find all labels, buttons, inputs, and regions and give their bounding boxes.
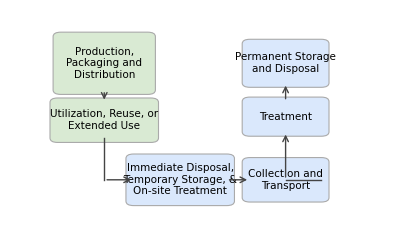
FancyBboxPatch shape (50, 98, 158, 143)
FancyBboxPatch shape (242, 158, 329, 202)
Text: Production,
Packaging and
Distribution: Production, Packaging and Distribution (66, 47, 142, 80)
FancyBboxPatch shape (126, 154, 234, 206)
Text: Collection and
Transport: Collection and Transport (248, 169, 323, 191)
FancyBboxPatch shape (242, 97, 329, 136)
FancyBboxPatch shape (242, 39, 329, 87)
Text: Immediate Disposal,
Temporary Storage, &
On-site Treatment: Immediate Disposal, Temporary Storage, &… (123, 163, 237, 196)
Text: Utilization, Reuse, or
Extended Use: Utilization, Reuse, or Extended Use (50, 109, 158, 131)
Text: Permanent Storage
and Disposal: Permanent Storage and Disposal (235, 52, 336, 74)
FancyBboxPatch shape (53, 32, 155, 94)
Text: Treatment: Treatment (259, 112, 312, 122)
